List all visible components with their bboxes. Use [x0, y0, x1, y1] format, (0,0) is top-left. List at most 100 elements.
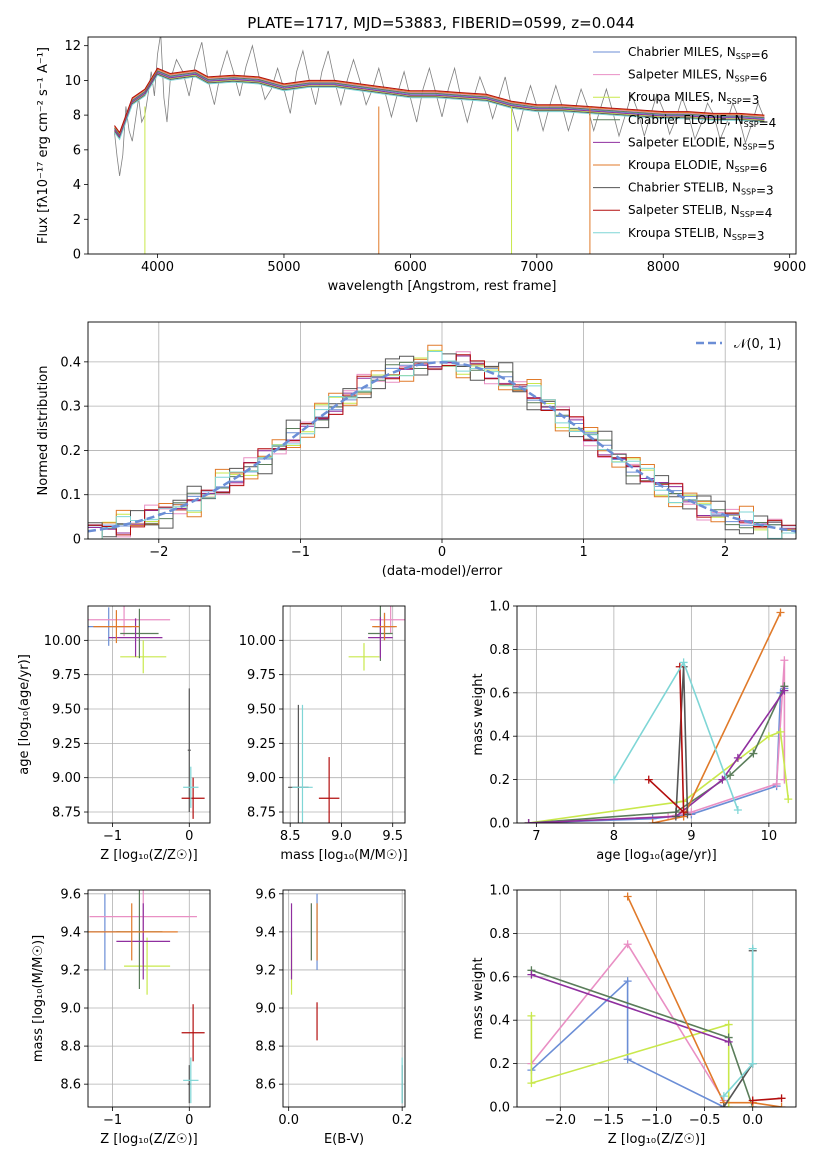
y-axis-label: mass weight: [471, 957, 486, 1039]
massweight-marker: [718, 775, 727, 784]
y-tick-label: 1.0: [489, 600, 510, 615]
x-tick-label: −0.5: [689, 1113, 721, 1128]
axes-frame: [87, 36, 797, 255]
x-tick-label: 8.5: [280, 829, 301, 844]
axes-mass_vs_ebv: 0.0 0.2 8.6 8.8 9.0 9.2 9.4 9.6 E(B-V): [255, 887, 412, 1147]
y-tick-label: 0.6: [489, 686, 510, 701]
y-tick-label: 9.50: [52, 703, 81, 718]
age_vs_Z-plot-area: [88, 606, 205, 819]
spectrum-model-kroupa-miles: [114, 72, 765, 139]
y-tick-label: 9.75: [247, 668, 276, 683]
x-axis-label: age [log₁₀(age/yr)]: [596, 848, 717, 863]
y-tick-label: 8.75: [52, 806, 81, 821]
y-tick-label: 0.4: [489, 730, 510, 745]
x-axis-label: (data-model)/error: [382, 564, 503, 579]
spectrum-model-salpeter-miles: [114, 69, 765, 136]
massweight-marker: [623, 940, 632, 949]
y-tick-label: 0.2: [60, 444, 81, 459]
massweight-marker: [724, 1020, 733, 1029]
x-tick-label: −1: [103, 829, 122, 844]
massweight-marker: [623, 977, 632, 986]
x-tick-label: 6000: [394, 260, 427, 275]
massweight-marker: [719, 1103, 728, 1107]
massweight-line-salpeter-elodie: [528, 690, 786, 823]
massweight-marker: [609, 775, 618, 784]
y-tick-label: 9.4: [255, 925, 276, 940]
axes-frame: [87, 605, 211, 824]
y-tick-label: 0.2: [489, 1057, 510, 1072]
massweight-line-chabrier-miles: [530, 979, 725, 1107]
massweight-marker: [724, 1037, 733, 1046]
y-axis-label: Flux [fλ10⁻¹⁷ erg cm⁻² s⁻¹ A⁻¹]: [36, 47, 51, 244]
massweight-marker: [764, 732, 773, 741]
axes-frame: [516, 889, 797, 1108]
spectrum-legend: Chabrier MILES, NSSP=6 Salpeter MILES, NS…: [593, 45, 776, 243]
y-tick-label: 8.6: [255, 1078, 276, 1093]
x-tick-label: 2: [721, 545, 729, 560]
spectrum-model-chabrier-elodie: [114, 70, 765, 137]
axes-mass_vs_Z: −1 0 8.6 8.8 9.0 9.2 9.4 9.6 Z [log₁₀(Z/Z☉)] mass…: [31, 887, 211, 1147]
legend-label: Salpeter ELODIE, NSSP=5: [628, 135, 775, 152]
massweight-marker: [780, 656, 789, 665]
y-tick-label: 9.0: [60, 1002, 81, 1017]
x-tick-label: −2: [149, 545, 168, 560]
axes-frame: [282, 605, 406, 824]
massweight-line-kroupa-miles: [530, 1015, 730, 1107]
y-tick-label: 0.3: [60, 400, 81, 415]
massweight-marker: [527, 1011, 536, 1020]
x-tick-label: −2.0: [545, 1113, 577, 1128]
massweight-marker: [733, 805, 742, 814]
legend-label: Kroupa STELIB, NSSP=3: [628, 226, 765, 243]
y-tick-label: 4: [73, 178, 81, 193]
y-tick-label: 0.1: [60, 488, 81, 503]
y-axis-label: mass [log₁₀(M/M☉)]: [31, 935, 46, 1062]
massweight-marker: [777, 1103, 786, 1107]
x-tick-label: −1.0: [641, 1113, 673, 1128]
massweight-marker: [748, 944, 757, 953]
y-tick-label: 10.00: [44, 634, 81, 649]
massweight-line-kroupa-miles: [528, 730, 790, 823]
massweight-marker: [748, 1096, 757, 1105]
y-tick-label: 9.2: [255, 963, 276, 978]
y-tick-label: 1.0: [489, 884, 510, 899]
axes-age_vs_Z: −1 0 8.75 9.00 9.25 9.50 9.75 10.00 Z [log₁₀(Z/Z…: [17, 605, 211, 863]
y-tick-label: 9.25: [52, 737, 81, 752]
legend-label: Kroupa ELODIE, NSSP=6: [628, 158, 767, 175]
axes-frame: [87, 321, 797, 540]
massweight-marker: [623, 1055, 632, 1064]
massweight-marker: [749, 749, 758, 758]
x-axis-label: Z [log₁₀(Z/Z☉)]: [100, 1132, 197, 1147]
y-tick-label: 0.4: [489, 1014, 510, 1029]
massweight-marker: [748, 1059, 757, 1068]
x-tick-label: −1: [103, 1113, 122, 1128]
y-tick-label: 0.4: [60, 355, 81, 370]
massweight-marker: [724, 1103, 733, 1107]
x-axis-label: wavelength [Angstrom, rest frame]: [328, 279, 557, 294]
massweight-marker: [784, 795, 793, 804]
y-tick-label: 8.8: [255, 1040, 276, 1055]
axes-spectrum: 4000 5000 6000 7000 8000 9000 0 2 4 6 8 10 12 wavelen…: [36, 36, 806, 294]
massweight-line-salpeter-elodie: [531, 973, 729, 1043]
spectrum-model-chabrier-stelib: [114, 73, 765, 140]
spectrum-plot-area: [114, 37, 765, 254]
x-axis-label: Z [log₁₀(Z/Z☉)]: [608, 1132, 705, 1147]
x-tick-label: 7: [532, 829, 540, 844]
y-tick-label: 0: [73, 533, 81, 548]
axes-age_vs_mass: 8.5 9.0 9.5 8.75 9.00 9.25 9.50 9.75 10.00 mass […: [239, 605, 408, 863]
y-tick-label: 9.50: [247, 703, 276, 718]
axes-frame: [516, 605, 797, 824]
y-tick-label: 2: [73, 213, 81, 228]
y-tick-label: 9.6: [60, 887, 81, 902]
y-tick-label: 8.8: [60, 1040, 81, 1055]
axes-frame: [282, 889, 406, 1108]
massweight-marker: [733, 753, 742, 762]
mass_weight_vs_Z-plot-area: [527, 892, 786, 1107]
massweight-line-salpeter-stelib: [752, 1097, 782, 1102]
x-tick-label: 4000: [141, 260, 174, 275]
legend-label: Chabrier STELIB, NSSP=3: [628, 181, 774, 198]
residuals-legend: 𝒩(0, 1): [696, 337, 781, 352]
x-tick-label: 8000: [647, 260, 680, 275]
mass_weight_vs_age-plot-area: [524, 608, 793, 823]
massweight-marker: [527, 1079, 536, 1088]
